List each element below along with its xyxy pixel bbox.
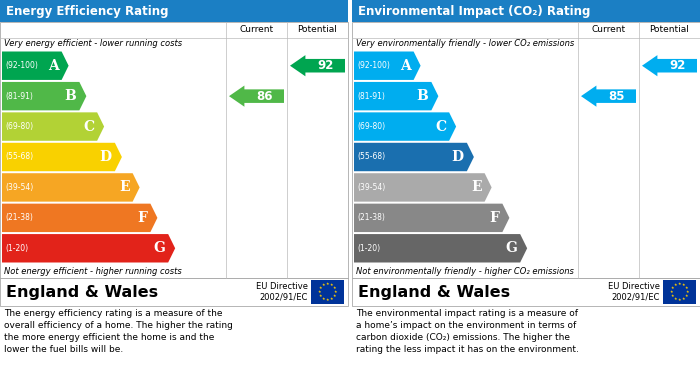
Polygon shape [354, 143, 474, 171]
Text: ★: ★ [332, 294, 336, 298]
Bar [663, 280, 696, 304]
Text: (92-100): (92-100) [5, 61, 38, 70]
Text: (1-20): (1-20) [357, 244, 380, 253]
Bar [0, 0, 348, 22]
Text: E: E [471, 180, 482, 194]
Text: (55-68): (55-68) [5, 152, 33, 161]
Polygon shape [290, 55, 345, 76]
Text: C: C [83, 120, 94, 134]
Text: ★: ★ [332, 286, 336, 290]
Text: ★: ★ [674, 283, 678, 287]
Text: ★: ★ [686, 290, 690, 294]
Text: The environmental impact rating is a measure of
a home’s impact on the environme: The environmental impact rating is a mea… [356, 309, 579, 355]
Text: (69-80): (69-80) [357, 122, 385, 131]
Text: (1-20): (1-20) [5, 244, 28, 253]
Text: A: A [48, 59, 59, 73]
Polygon shape [354, 234, 527, 262]
Text: Current: Current [239, 25, 274, 34]
Text: ★: ★ [678, 282, 681, 286]
Text: Potential: Potential [298, 25, 337, 34]
Polygon shape [2, 52, 69, 80]
Polygon shape [354, 112, 456, 141]
Text: D: D [452, 150, 464, 164]
Text: ★: ★ [330, 297, 333, 301]
Text: Potential: Potential [650, 25, 690, 34]
Polygon shape [2, 234, 175, 262]
Polygon shape [229, 86, 284, 107]
Text: Very environmentally friendly - lower CO₂ emissions: Very environmentally friendly - lower CO… [356, 39, 574, 48]
Text: ★: ★ [685, 286, 688, 290]
Text: ★: ★ [319, 286, 323, 290]
Text: F: F [137, 211, 148, 225]
Text: D: D [100, 150, 112, 164]
Text: (81-91): (81-91) [357, 91, 385, 100]
Polygon shape [2, 173, 139, 202]
Text: A: A [400, 59, 411, 73]
Polygon shape [581, 86, 636, 107]
Text: Not environmentally friendly - higher CO₂ emissions: Not environmentally friendly - higher CO… [356, 267, 574, 276]
Text: Energy Efficiency Rating: Energy Efficiency Rating [6, 5, 169, 18]
Text: ★: ★ [670, 290, 673, 294]
Text: England & Wales: England & Wales [358, 285, 510, 300]
Bar [352, 278, 700, 306]
Polygon shape [2, 82, 86, 110]
Text: ★: ★ [326, 282, 329, 286]
Polygon shape [354, 173, 491, 202]
Text: 85: 85 [608, 90, 624, 103]
Text: G: G [153, 241, 165, 255]
Text: (55-68): (55-68) [357, 152, 385, 161]
Text: Environmental Impact (CO₂) Rating: Environmental Impact (CO₂) Rating [358, 5, 590, 18]
Text: F: F [489, 211, 499, 225]
Bar [311, 280, 344, 304]
Text: England & Wales: England & Wales [6, 285, 158, 300]
Text: (81-91): (81-91) [5, 91, 33, 100]
Text: C: C [435, 120, 446, 134]
Text: G: G [505, 241, 517, 255]
Text: ★: ★ [330, 283, 333, 287]
Text: ★: ★ [322, 297, 326, 301]
Text: (69-80): (69-80) [5, 122, 33, 131]
Text: (21-38): (21-38) [5, 213, 33, 222]
Text: ★: ★ [674, 297, 678, 301]
Text: ★: ★ [322, 283, 326, 287]
Bar [0, 278, 348, 306]
Bar [0, 22, 348, 278]
Text: ★: ★ [682, 297, 685, 301]
Text: 92: 92 [669, 59, 685, 72]
Text: ★: ★ [319, 294, 323, 298]
Text: B: B [416, 89, 428, 103]
Text: B: B [64, 89, 76, 103]
Text: ★: ★ [682, 283, 685, 287]
Text: ★: ★ [334, 290, 337, 294]
Bar [352, 22, 700, 278]
Text: ★: ★ [671, 286, 674, 290]
Text: ★: ★ [685, 294, 688, 298]
Text: Very energy efficient - lower running costs: Very energy efficient - lower running co… [4, 39, 182, 48]
Text: ★: ★ [326, 298, 329, 302]
Polygon shape [642, 55, 697, 76]
Text: EU Directive
2002/91/EC: EU Directive 2002/91/EC [256, 282, 308, 302]
Text: E: E [119, 180, 130, 194]
Polygon shape [354, 204, 510, 232]
Text: (39-54): (39-54) [5, 183, 34, 192]
Text: (39-54): (39-54) [357, 183, 385, 192]
Text: EU Directive
2002/91/EC: EU Directive 2002/91/EC [608, 282, 660, 302]
Polygon shape [354, 52, 421, 80]
Polygon shape [2, 143, 122, 171]
Polygon shape [2, 112, 104, 141]
Text: The energy efficiency rating is a measure of the
overall efficiency of a home. T: The energy efficiency rating is a measur… [4, 309, 233, 355]
Text: 92: 92 [317, 59, 333, 72]
Text: (21-38): (21-38) [357, 213, 385, 222]
Text: ★: ★ [678, 298, 681, 302]
Text: ★: ★ [318, 290, 321, 294]
Bar [352, 0, 700, 22]
Polygon shape [354, 82, 438, 110]
Text: ★: ★ [671, 294, 674, 298]
Text: Current: Current [592, 25, 626, 34]
Text: Not energy efficient - higher running costs: Not energy efficient - higher running co… [4, 267, 182, 276]
Text: 86: 86 [256, 90, 272, 103]
Polygon shape [2, 204, 158, 232]
Text: (92-100): (92-100) [357, 61, 390, 70]
